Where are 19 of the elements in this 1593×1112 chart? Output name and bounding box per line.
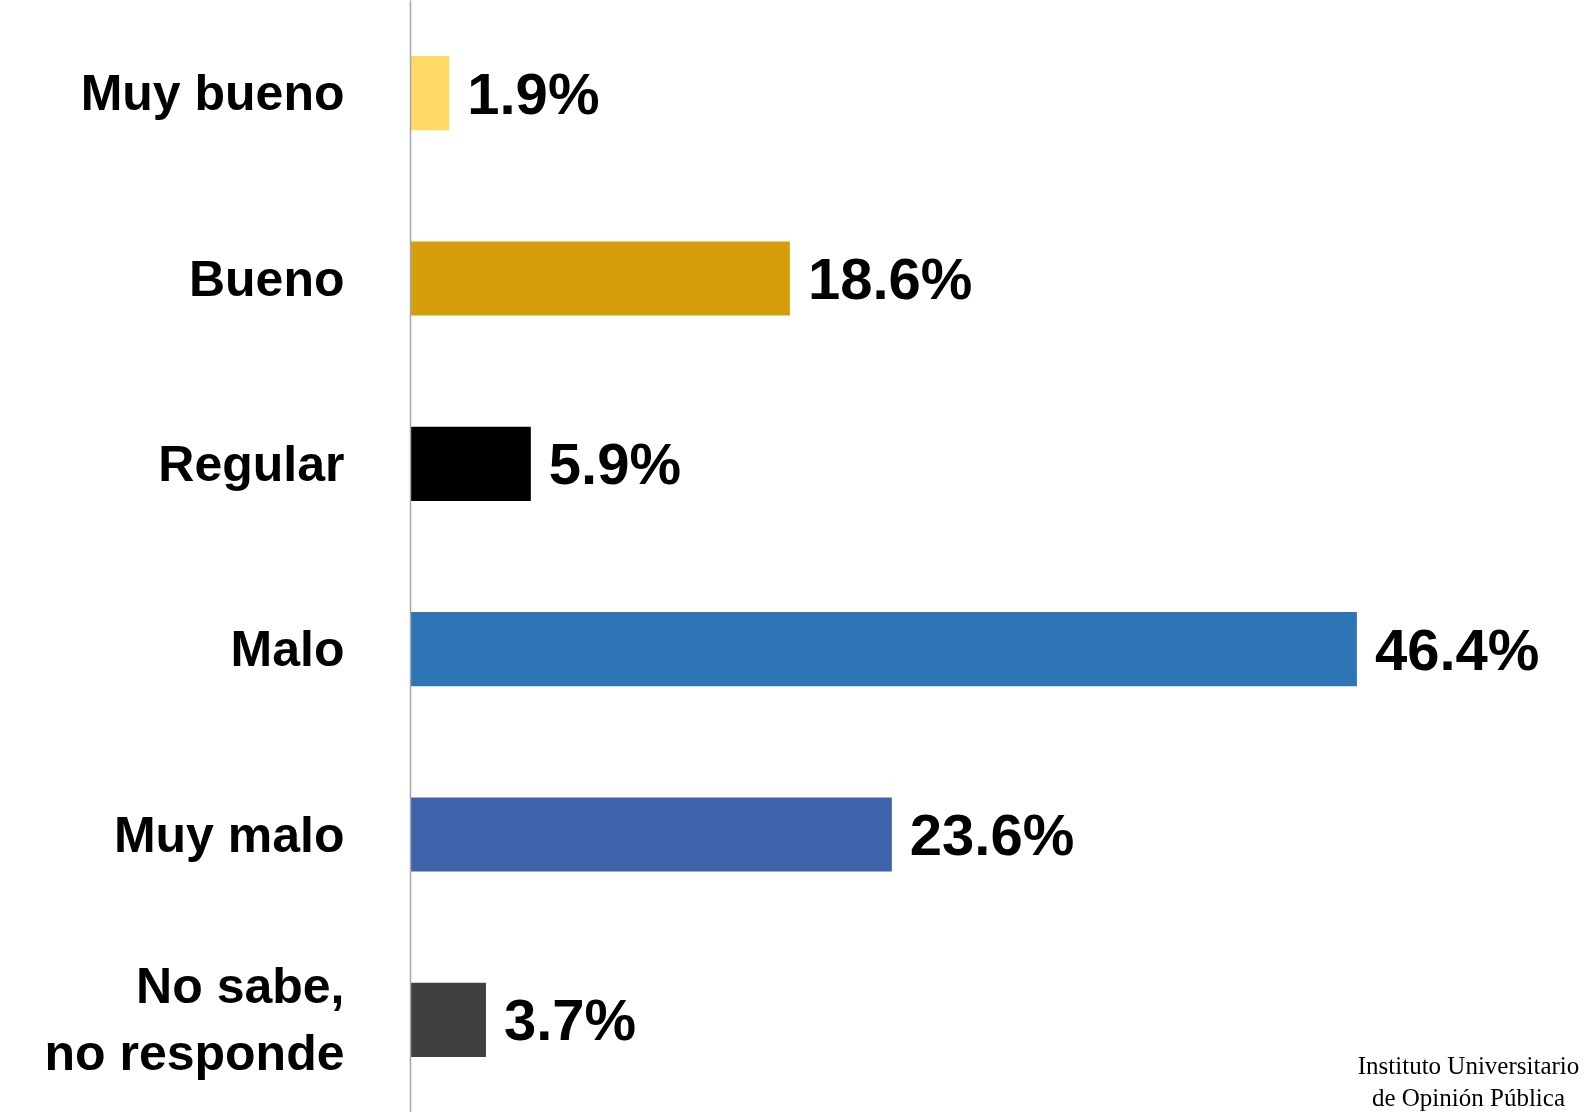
text: Instituto Universitario de Opinión Pública bbox=[1357, 1051, 1580, 1111]
data-label: 3.7% bbox=[503, 987, 637, 1053]
bar bbox=[410, 56, 450, 131]
data-label: 46.4% bbox=[1374, 616, 1540, 682]
bar bbox=[410, 797, 892, 872]
y-tick-label: Muy malo bbox=[113, 806, 345, 863]
data-label: 23.6% bbox=[909, 802, 1075, 867]
y-tick-label: No sabe, no responde bbox=[44, 958, 345, 1082]
bar bbox=[410, 426, 531, 501]
bar bbox=[410, 612, 1357, 687]
y-tick-label: Bueno bbox=[188, 250, 345, 307]
y-tick-label: Malo bbox=[230, 621, 345, 678]
data-label: 1.9% bbox=[467, 60, 600, 126]
data-label: 5.9% bbox=[548, 431, 682, 497]
bar bbox=[410, 982, 486, 1057]
bar bbox=[410, 241, 790, 316]
y-tick-label: Regular bbox=[158, 435, 345, 492]
data-label: 18.6% bbox=[807, 246, 973, 311]
y-tick-label: Muy bueno bbox=[80, 65, 345, 122]
